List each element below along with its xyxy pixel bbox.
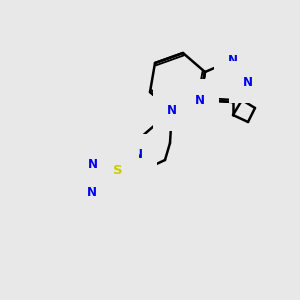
Text: N: N — [167, 103, 177, 116]
Text: O: O — [95, 155, 105, 169]
Text: N: N — [87, 185, 97, 199]
Text: N: N — [243, 76, 253, 88]
Text: N: N — [167, 103, 177, 116]
Text: N: N — [88, 158, 98, 172]
Text: N: N — [133, 148, 143, 161]
Text: O: O — [123, 178, 133, 191]
Text: N: N — [228, 53, 238, 67]
Text: N: N — [195, 94, 205, 106]
Text: S: S — [113, 164, 123, 176]
